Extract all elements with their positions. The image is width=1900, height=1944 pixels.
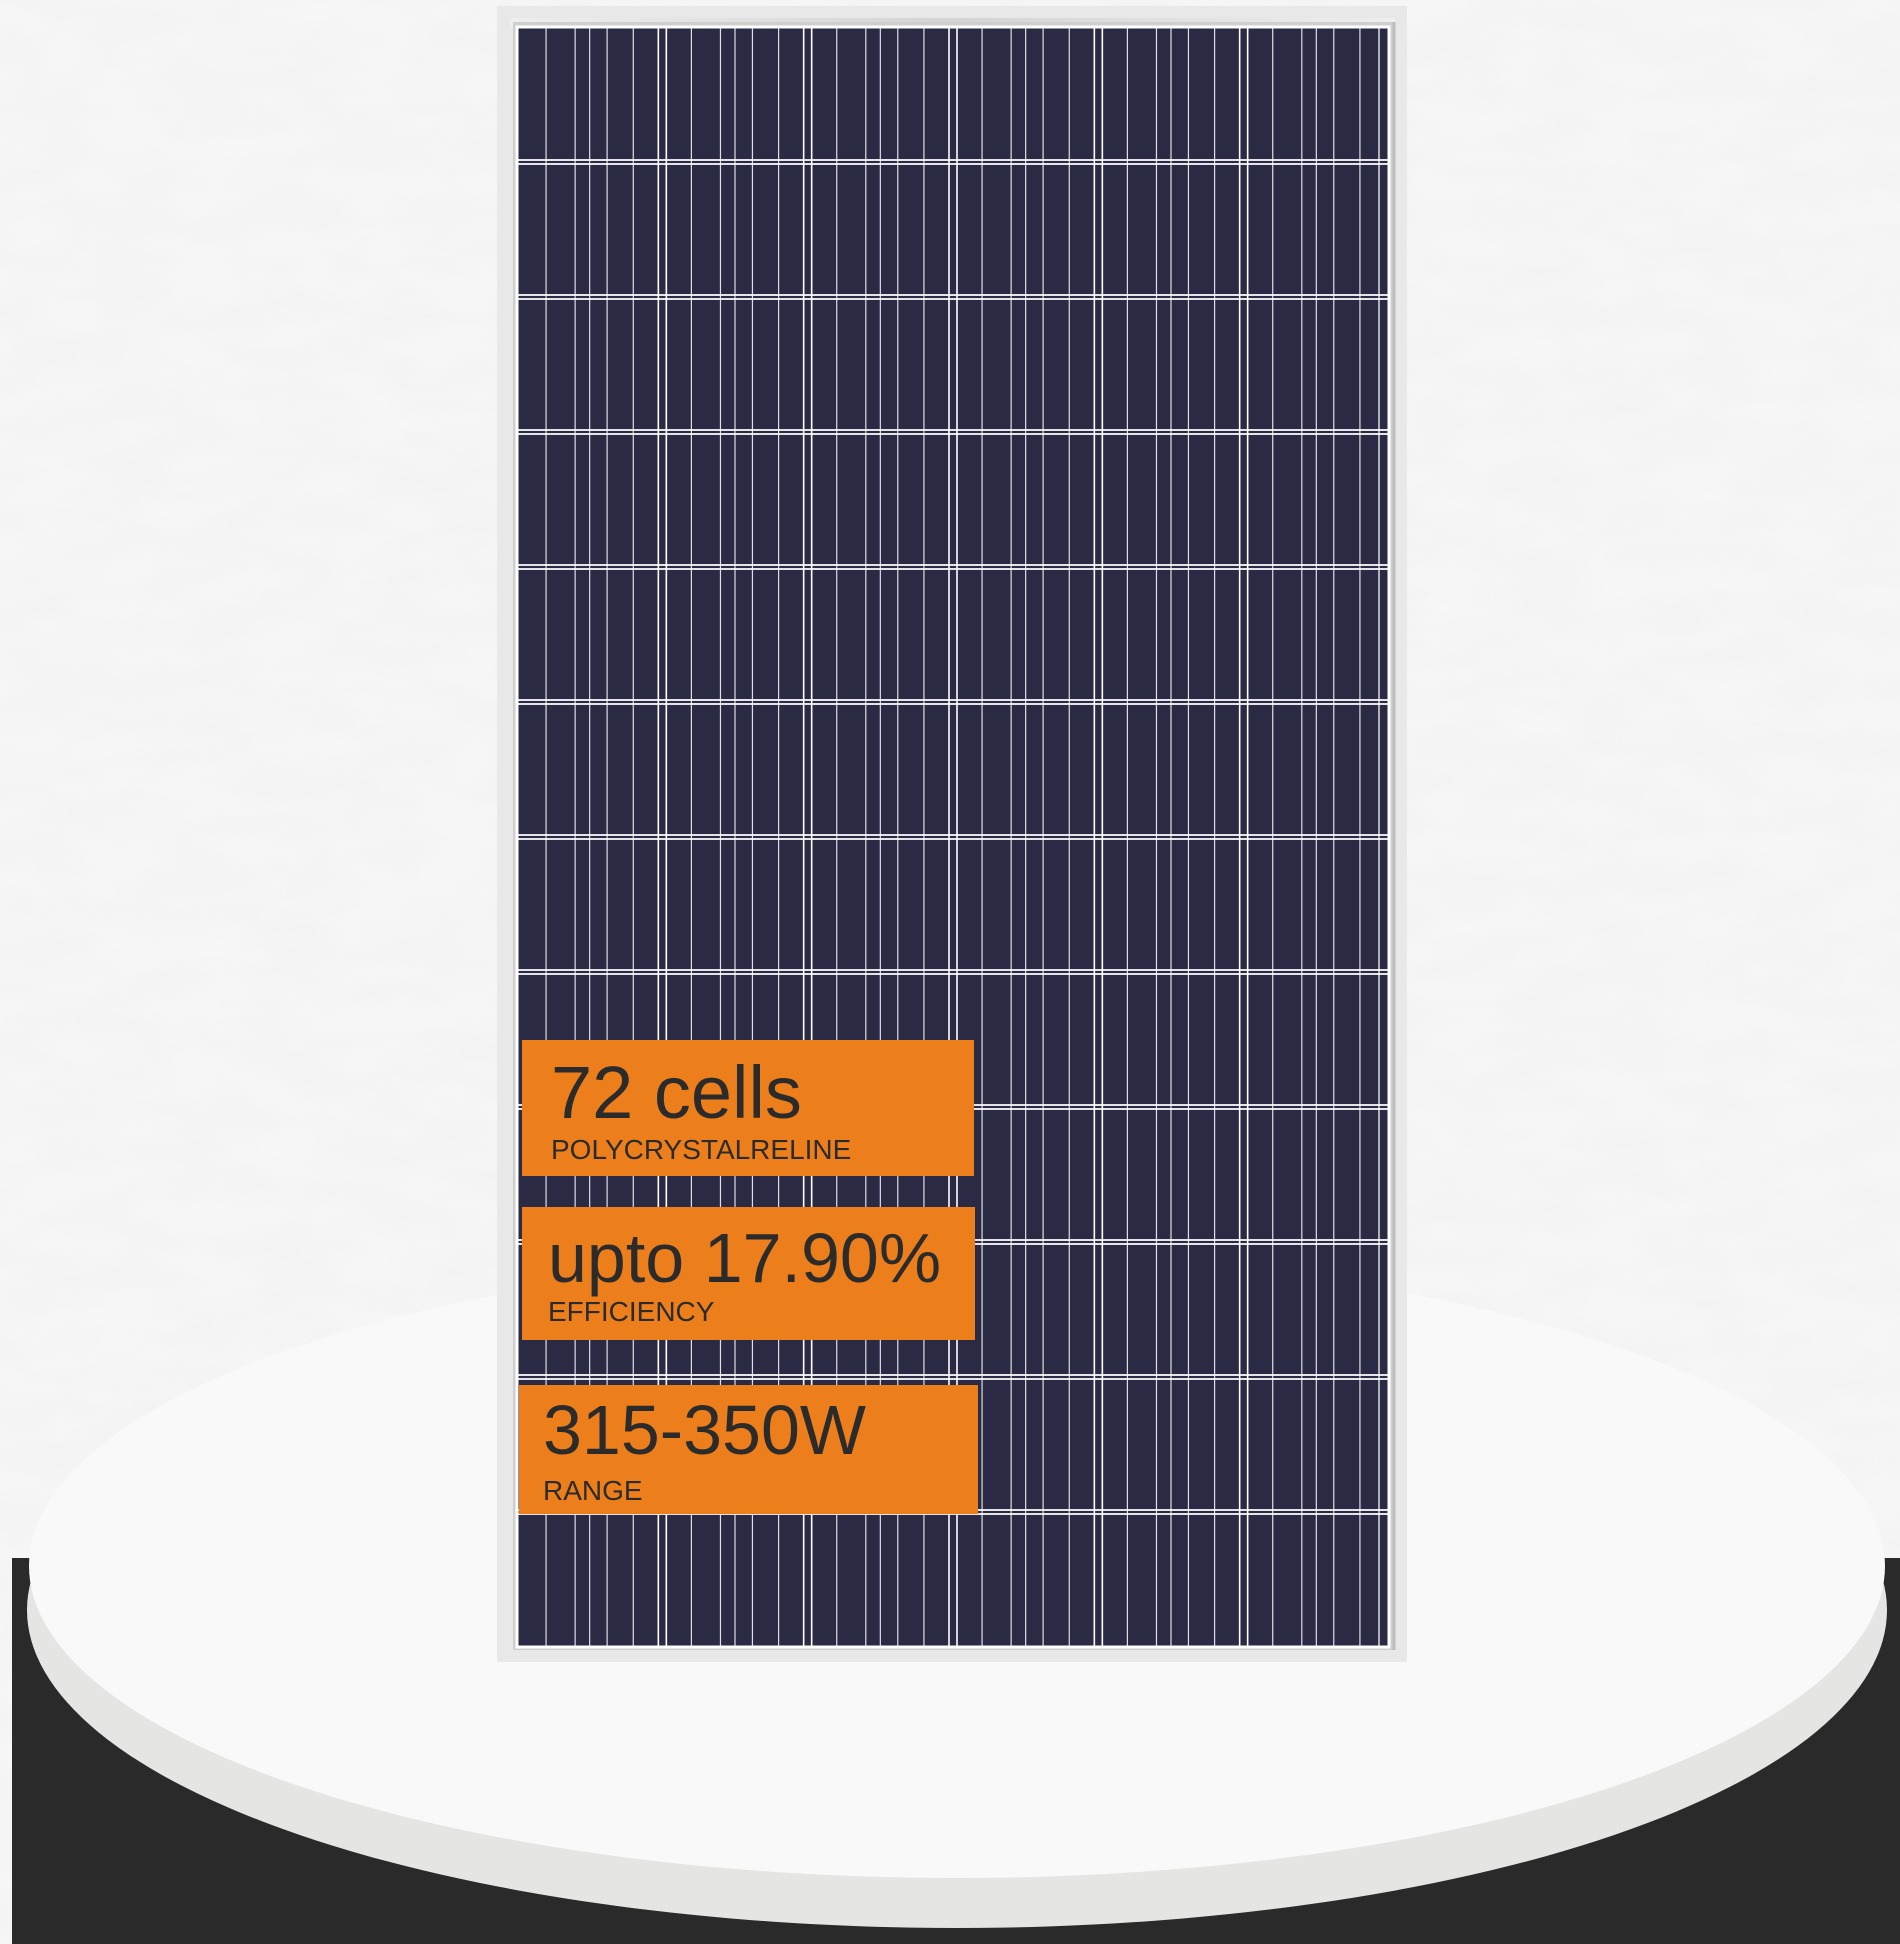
efficiency-label: EFFICIENCY xyxy=(548,1296,715,1327)
cell-count-label: 72 cells xyxy=(551,1051,802,1134)
spec-badge-cells: 72 cells POLYCRYSTALRELINE xyxy=(522,1040,974,1176)
solar-cell-area xyxy=(517,27,1389,1647)
wattage-range-value: 315-350W xyxy=(543,1391,866,1469)
spec-badge-efficiency: upto 17.90% EFFICIENCY xyxy=(522,1207,975,1340)
efficiency-value: upto 17.90% xyxy=(548,1219,942,1297)
cell-type-label: POLYCRYSTALRELINE xyxy=(551,1134,852,1165)
panel-grid-lines xyxy=(517,27,1389,1647)
wattage-range-label: RANGE xyxy=(543,1475,643,1506)
spec-badge-range: 315-350W RANGE xyxy=(519,1385,978,1514)
panel-frame-edge xyxy=(515,25,1391,1649)
